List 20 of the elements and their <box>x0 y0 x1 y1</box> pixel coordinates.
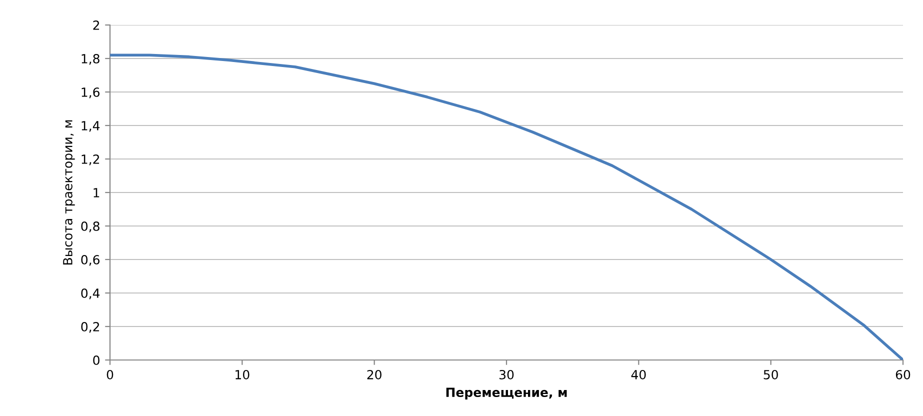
y-tick-label: 0,6 <box>81 254 100 266</box>
y-axis-title: Высота траектории, м <box>63 120 75 265</box>
y-tick-label: 0,4 <box>81 288 100 300</box>
x-tick-label: 50 <box>764 370 778 380</box>
x-tick-label: 60 <box>896 370 910 380</box>
y-tick-label: 0,2 <box>81 322 100 333</box>
y-tick-label: 2 <box>93 20 100 30</box>
y-tick-label: 1 <box>94 188 100 198</box>
y-tick-label: 0 <box>93 355 100 365</box>
y-tick-label: 1,2 <box>82 154 100 166</box>
y-tick-label: 1,8 <box>82 54 100 65</box>
y-tick-label: 1,4 <box>82 121 100 132</box>
x-axis-title: Перемещение, м <box>446 388 567 400</box>
x-tick-label: 0 <box>106 370 114 380</box>
x-tick-label: 20 <box>367 370 382 380</box>
x-tick-label: 10 <box>236 370 250 380</box>
x-tick-label: 40 <box>631 370 646 380</box>
x-tick-label: 30 <box>500 370 514 380</box>
y-tick-label: 1,6 <box>82 87 100 98</box>
y-tick-label: 0,8 <box>81 221 100 232</box>
